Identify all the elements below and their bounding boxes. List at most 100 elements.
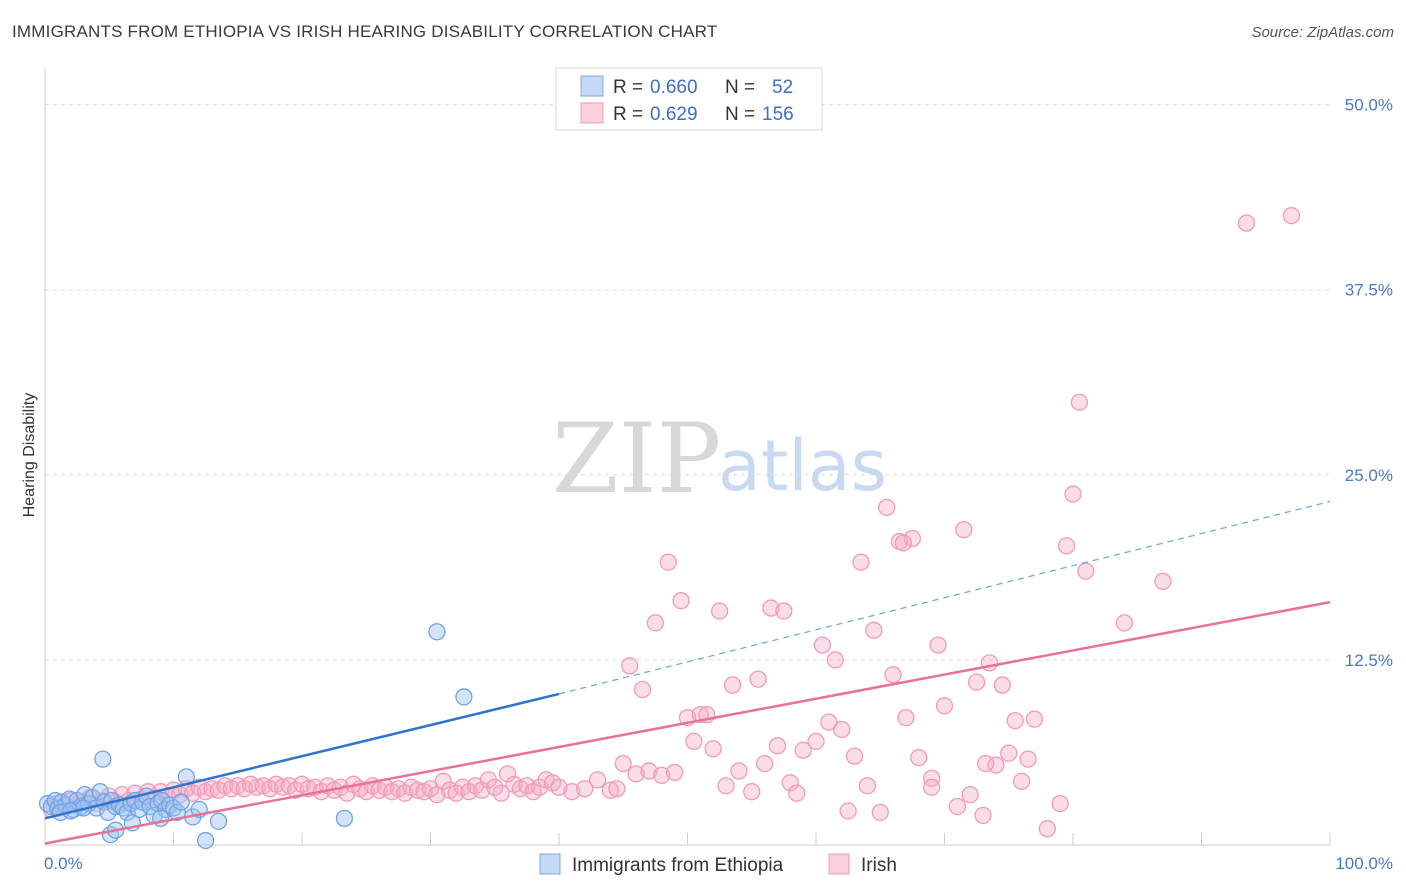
point-irish — [910, 748, 928, 767]
watermark-atlas: atlas — [718, 425, 887, 507]
point-irish — [460, 783, 478, 801]
point-irish — [1070, 393, 1089, 411]
point-irish — [672, 592, 690, 610]
point-irish — [640, 762, 658, 780]
point-irish — [967, 673, 986, 691]
point-irish — [338, 784, 356, 802]
point-irish — [434, 772, 453, 790]
point-irish — [498, 765, 517, 783]
point-irish — [871, 803, 889, 822]
point-irish — [653, 766, 671, 785]
y-tick-labels: 12.5% 25.0% 37.5% 50.0% — [1345, 96, 1393, 670]
point-ethiopia — [91, 783, 109, 801]
point-irish — [980, 654, 999, 672]
point-irish — [518, 777, 536, 795]
point-irish — [184, 784, 202, 802]
point-irish — [897, 709, 915, 727]
point-irish — [601, 781, 620, 799]
point-irish — [1006, 711, 1024, 730]
point-irish — [749, 670, 767, 688]
point-irish — [286, 781, 305, 799]
y-axis-label: Hearing Disability — [21, 393, 38, 518]
point-irish — [865, 621, 883, 639]
point-irish — [550, 778, 568, 796]
point-ethiopia — [209, 812, 228, 830]
watermark-zip: ZIP — [552, 403, 721, 515]
point-irish — [929, 636, 947, 654]
point-irish — [588, 771, 607, 789]
point-irish — [621, 657, 639, 675]
point-irish — [563, 783, 581, 801]
trend-line-ethiopia — [44, 692, 560, 820]
point-irish — [666, 763, 684, 782]
grid-lines — [45, 104, 1330, 661]
y-tick-label: 50.0% — [1345, 96, 1393, 115]
point-irish — [1038, 820, 1056, 838]
legend-r-value-1: 0.660 — [650, 77, 698, 98]
bottom-legend-label-irish: Irish — [861, 855, 897, 876]
point-irish — [646, 614, 665, 632]
point-irish — [248, 778, 266, 796]
point-irish — [1051, 794, 1069, 813]
point-irish — [762, 599, 780, 617]
point-irish — [788, 784, 806, 802]
legend-r-label-2: R = — [613, 104, 643, 125]
point-irish — [1000, 744, 1018, 762]
y-tick-label: 25.0% — [1345, 466, 1393, 485]
x-tick-label: 100.0% — [1335, 854, 1393, 873]
point-irish — [421, 780, 440, 798]
point-irish — [1077, 562, 1095, 580]
point-irish — [976, 754, 995, 773]
legend-n-label-1: N = — [725, 77, 755, 98]
point-irish — [833, 720, 851, 739]
point-irish — [685, 732, 703, 750]
legend-swatch-irish — [580, 102, 604, 124]
point-irish — [486, 778, 504, 796]
point-irish — [704, 740, 722, 758]
point-ethiopia — [94, 750, 112, 768]
x-tick-label: 0.0% — [44, 854, 83, 873]
point-irish — [894, 534, 913, 552]
point-irish — [826, 651, 844, 669]
point-irish — [768, 737, 787, 755]
point-irish — [955, 520, 973, 539]
point-irish — [923, 778, 941, 796]
y-tick-label: 12.5% — [1345, 651, 1393, 670]
point-irish — [1057, 537, 1076, 555]
point-irish — [633, 680, 652, 699]
point-irish — [845, 747, 864, 765]
point-irish — [781, 774, 799, 792]
point-irish — [608, 780, 626, 798]
legend-n-value-1: 52 — [772, 77, 793, 98]
point-irish — [1282, 207, 1301, 225]
point-irish — [576, 780, 594, 798]
legend-n-value-2: 156 — [762, 104, 794, 125]
point-irish — [492, 784, 510, 802]
point-irish — [813, 636, 832, 654]
point-irish — [974, 806, 992, 825]
point-ethiopia — [335, 809, 354, 827]
point-irish — [961, 786, 979, 804]
point-ethiopia — [172, 793, 190, 811]
point-irish — [614, 754, 632, 773]
point-irish — [878, 498, 896, 517]
point-irish — [743, 783, 761, 801]
point-irish — [1025, 710, 1044, 728]
point-irish — [723, 676, 742, 694]
point-irish — [775, 602, 793, 620]
point-irish — [1012, 772, 1031, 790]
point-irish — [659, 553, 677, 571]
point-irish — [755, 754, 774, 773]
point-irish — [447, 784, 465, 802]
point-irish — [852, 553, 870, 571]
point-irish — [274, 778, 292, 796]
source-label: Source: ZipAtlas.com — [1251, 24, 1394, 41]
point-irish — [820, 713, 838, 731]
y-tick-label: 37.5% — [1345, 281, 1393, 300]
point-irish — [993, 676, 1011, 694]
point-irish — [923, 769, 941, 788]
bottom-legend: Immigrants from Ethiopia Irish — [539, 853, 897, 876]
x-tick-labels: 0.0% 100.0% — [44, 854, 1393, 873]
point-irish — [935, 697, 954, 715]
